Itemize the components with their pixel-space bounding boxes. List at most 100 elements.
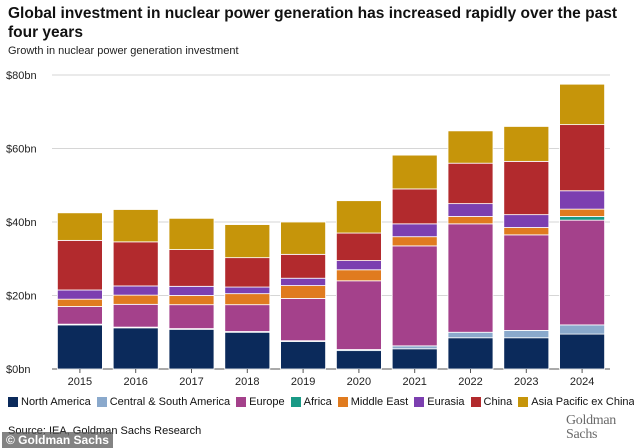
bar-segment	[335, 269, 382, 282]
bar-segment	[559, 333, 605, 370]
bar-segment	[168, 295, 215, 306]
bar-segment	[57, 212, 103, 241]
legend-swatch	[96, 397, 107, 407]
y-tick-label: $60bn	[6, 144, 37, 156]
x-tick-label: 2017	[179, 376, 203, 388]
bar-segment	[57, 289, 103, 300]
bar-segment	[168, 217, 215, 250]
legend-swatch	[8, 397, 18, 407]
bar-segment	[280, 253, 327, 279]
bar-segment	[559, 216, 605, 221]
bar-segment	[503, 227, 550, 236]
bar-segment	[559, 83, 605, 126]
bar-segment	[280, 277, 327, 286]
logo-line-2: Sachs	[566, 427, 598, 442]
chart-title: Global investment in nuclear power gener…	[8, 5, 617, 41]
goldman-sachs-logo: Goldman Sachs	[566, 414, 616, 442]
legend-swatch	[414, 397, 425, 407]
y-tick-label: $40bn	[6, 217, 37, 229]
y-tick-label: $0bn	[6, 364, 30, 376]
bar-segment	[280, 285, 327, 299]
legend-item: Eurasia	[414, 396, 465, 408]
y-tick-label: $20bn	[6, 291, 37, 303]
legend-item: Middle East	[337, 396, 409, 408]
x-tick-label: 2019	[291, 376, 315, 388]
legend-label: North America	[21, 396, 91, 408]
bar-segment	[559, 208, 605, 217]
bar-segment	[224, 257, 271, 288]
bar-segment	[224, 331, 271, 370]
bar-segment	[57, 324, 103, 370]
legend-swatch	[337, 397, 348, 407]
bar-segment	[447, 130, 494, 164]
logo-line-1: Goldman	[566, 413, 617, 428]
bar-segment	[503, 126, 550, 162]
bar-segment	[447, 162, 494, 205]
bar-segment	[112, 285, 159, 296]
legend-label: Africa	[303, 396, 332, 408]
bar-segment	[447, 216, 494, 225]
bar-segment	[112, 294, 159, 305]
legend-label: Asia Pacific ex China	[531, 396, 634, 408]
legend-item: Asia Pacific ex China	[518, 396, 634, 408]
bar-segment	[559, 124, 605, 192]
bar-segment	[280, 221, 327, 255]
bar-segment	[391, 188, 438, 225]
bar-segment	[224, 293, 271, 306]
bar-segment	[112, 303, 159, 328]
bar-segment	[112, 241, 159, 287]
bar-segment	[112, 327, 159, 370]
x-tick-label: 2021	[402, 376, 426, 388]
bar-segment	[447, 331, 494, 339]
bar-segment	[447, 203, 494, 217]
bar-segment	[168, 304, 215, 329]
legend-swatch	[518, 397, 529, 407]
legend-item: China	[470, 396, 513, 408]
bar-segment	[168, 249, 215, 287]
bar-segment	[280, 341, 327, 370]
bar-segment	[503, 214, 550, 228]
x-tick-label: 2023	[514, 376, 538, 388]
legend-item: Central & South America	[96, 396, 231, 408]
bar-segment	[112, 209, 159, 243]
legend-swatch	[470, 397, 481, 407]
watermark: © Goldman Sachs	[2, 432, 113, 448]
legend: North America Central & South America Euro…	[8, 396, 634, 408]
legend-swatch	[290, 397, 301, 407]
bar-segment	[57, 239, 103, 291]
legend-label: China	[483, 396, 513, 408]
bar-segment	[335, 232, 382, 261]
bar-segment	[391, 154, 438, 190]
chart-subtitle: Growth in nuclear power generation inves…	[8, 45, 239, 57]
x-tick-label: 2016	[123, 376, 147, 388]
x-tick-label: 2024	[570, 376, 594, 388]
legend-item: North America	[8, 396, 91, 408]
bar-segment	[559, 324, 605, 335]
x-tick-label: 2020	[347, 376, 371, 388]
bar-segment	[503, 160, 550, 216]
legend-label: Eurasia	[427, 396, 465, 408]
bar-segment	[224, 304, 271, 332]
bar-segment	[224, 224, 271, 259]
bar-segment	[335, 350, 382, 370]
bar-segment	[168, 328, 215, 370]
bar-segment	[447, 337, 494, 370]
bar-segment	[559, 190, 605, 210]
legend-swatch	[236, 397, 247, 407]
legend-item: Africa	[290, 396, 332, 408]
bar-segment	[503, 234, 550, 331]
bar-segment	[57, 306, 103, 325]
x-tick-label: 2018	[235, 376, 259, 388]
y-tick-label: $80bn	[6, 70, 37, 82]
bar-segment	[503, 337, 550, 370]
bar-segment	[559, 219, 605, 326]
bar-segment	[57, 298, 103, 307]
bar-segment	[391, 348, 438, 370]
legend-label: Central & South America	[109, 396, 231, 408]
bar-segment	[335, 260, 382, 271]
bar-segment	[168, 285, 215, 296]
bar-segment	[335, 200, 382, 234]
legend-label: Middle East	[350, 396, 409, 408]
bar-segment	[391, 223, 438, 238]
